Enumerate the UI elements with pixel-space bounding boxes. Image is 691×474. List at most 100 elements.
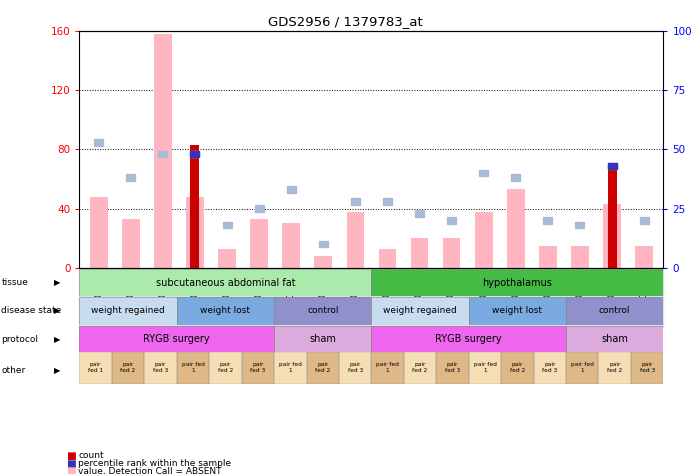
Bar bbox=[144, 352, 177, 384]
Text: pair
fed 1: pair fed 1 bbox=[88, 363, 103, 373]
Bar bbox=[79, 326, 274, 353]
Bar bbox=[566, 297, 663, 325]
Bar bbox=[533, 352, 566, 384]
Bar bbox=[539, 246, 557, 268]
Bar bbox=[372, 326, 566, 353]
Bar bbox=[631, 352, 663, 384]
Bar bbox=[126, 174, 135, 181]
Bar bbox=[566, 326, 663, 353]
Text: pair fed
1: pair fed 1 bbox=[279, 363, 302, 373]
Bar bbox=[218, 248, 236, 268]
Text: percentile rank within the sample: percentile rank within the sample bbox=[78, 459, 231, 468]
Bar bbox=[223, 222, 231, 228]
Bar bbox=[566, 297, 663, 325]
Bar bbox=[177, 352, 209, 384]
Text: pair
fed 2: pair fed 2 bbox=[315, 363, 330, 373]
Bar bbox=[79, 269, 372, 296]
Bar bbox=[274, 352, 307, 384]
Bar bbox=[79, 297, 177, 325]
Bar bbox=[607, 167, 616, 268]
Text: value, Detection Call = ABSENT: value, Detection Call = ABSENT bbox=[78, 467, 222, 474]
Text: pair
fed 2: pair fed 2 bbox=[413, 363, 428, 373]
Text: weight regained: weight regained bbox=[384, 307, 457, 315]
Bar bbox=[79, 269, 372, 296]
Text: weight regained: weight regained bbox=[91, 307, 165, 315]
Bar bbox=[177, 297, 274, 325]
Bar bbox=[533, 352, 566, 384]
Bar bbox=[640, 217, 649, 224]
Text: RYGB surgery: RYGB surgery bbox=[435, 334, 502, 345]
Bar bbox=[79, 268, 663, 327]
Bar bbox=[475, 211, 493, 268]
Bar bbox=[274, 326, 372, 353]
Bar bbox=[501, 352, 533, 384]
Text: pair
fed 2: pair fed 2 bbox=[120, 363, 135, 373]
Text: count: count bbox=[78, 452, 104, 460]
Text: pair
fed 3: pair fed 3 bbox=[542, 363, 558, 373]
Text: pair
fed 3: pair fed 3 bbox=[348, 363, 363, 373]
Text: protocol: protocol bbox=[1, 335, 39, 344]
Text: sham: sham bbox=[601, 334, 628, 345]
Bar bbox=[511, 174, 520, 181]
Text: pair fed
1: pair fed 1 bbox=[376, 363, 399, 373]
Text: RYGB surgery: RYGB surgery bbox=[144, 334, 210, 345]
Bar bbox=[191, 151, 200, 157]
Bar bbox=[250, 219, 268, 268]
Bar bbox=[274, 352, 307, 384]
Text: ■: ■ bbox=[66, 466, 75, 474]
Bar bbox=[372, 269, 663, 296]
Bar bbox=[598, 352, 631, 384]
Text: ▶: ▶ bbox=[54, 366, 61, 374]
Bar bbox=[571, 246, 589, 268]
Bar bbox=[410, 238, 428, 268]
Bar bbox=[254, 205, 263, 212]
Bar bbox=[351, 198, 360, 205]
Bar bbox=[79, 297, 177, 325]
Text: pair
fed 2: pair fed 2 bbox=[607, 363, 623, 373]
Bar bbox=[287, 186, 296, 193]
Text: pair fed
1: pair fed 1 bbox=[571, 363, 594, 373]
Bar bbox=[379, 248, 396, 268]
Bar bbox=[339, 352, 371, 384]
Bar bbox=[90, 197, 108, 268]
Text: sham: sham bbox=[310, 334, 337, 345]
Bar bbox=[242, 352, 274, 384]
Bar bbox=[122, 219, 140, 268]
Bar bbox=[177, 297, 274, 325]
Bar bbox=[635, 246, 653, 268]
Bar bbox=[186, 197, 204, 268]
Bar bbox=[283, 223, 300, 268]
Bar bbox=[443, 238, 460, 268]
Bar bbox=[479, 170, 488, 176]
Bar bbox=[372, 352, 404, 384]
Text: GDS2956 / 1379783_at: GDS2956 / 1379783_at bbox=[268, 15, 423, 28]
Text: other: other bbox=[1, 366, 26, 374]
Bar bbox=[598, 352, 631, 384]
Bar bbox=[607, 163, 616, 169]
Bar bbox=[154, 34, 171, 268]
Bar bbox=[507, 189, 524, 268]
Bar bbox=[177, 352, 209, 384]
Bar bbox=[112, 352, 144, 384]
Text: ■: ■ bbox=[66, 458, 75, 469]
Bar bbox=[576, 222, 585, 228]
Bar bbox=[372, 326, 566, 353]
Bar bbox=[372, 269, 663, 296]
Text: ▶: ▶ bbox=[54, 335, 61, 344]
Text: pair
fed 2: pair fed 2 bbox=[218, 363, 233, 373]
Text: pair
fed 3: pair fed 3 bbox=[153, 363, 168, 373]
Bar bbox=[274, 297, 372, 325]
Bar bbox=[339, 352, 371, 384]
Bar bbox=[112, 352, 144, 384]
Bar bbox=[307, 352, 339, 384]
Text: ▶: ▶ bbox=[54, 307, 61, 315]
Text: control: control bbox=[599, 307, 630, 315]
Bar bbox=[404, 352, 436, 384]
Text: hypothalamus: hypothalamus bbox=[482, 277, 552, 288]
Bar bbox=[468, 297, 566, 325]
Bar bbox=[372, 297, 468, 325]
Bar bbox=[468, 297, 566, 325]
Bar bbox=[209, 352, 242, 384]
Text: control: control bbox=[307, 307, 339, 315]
Text: pair fed
1: pair fed 1 bbox=[182, 363, 205, 373]
